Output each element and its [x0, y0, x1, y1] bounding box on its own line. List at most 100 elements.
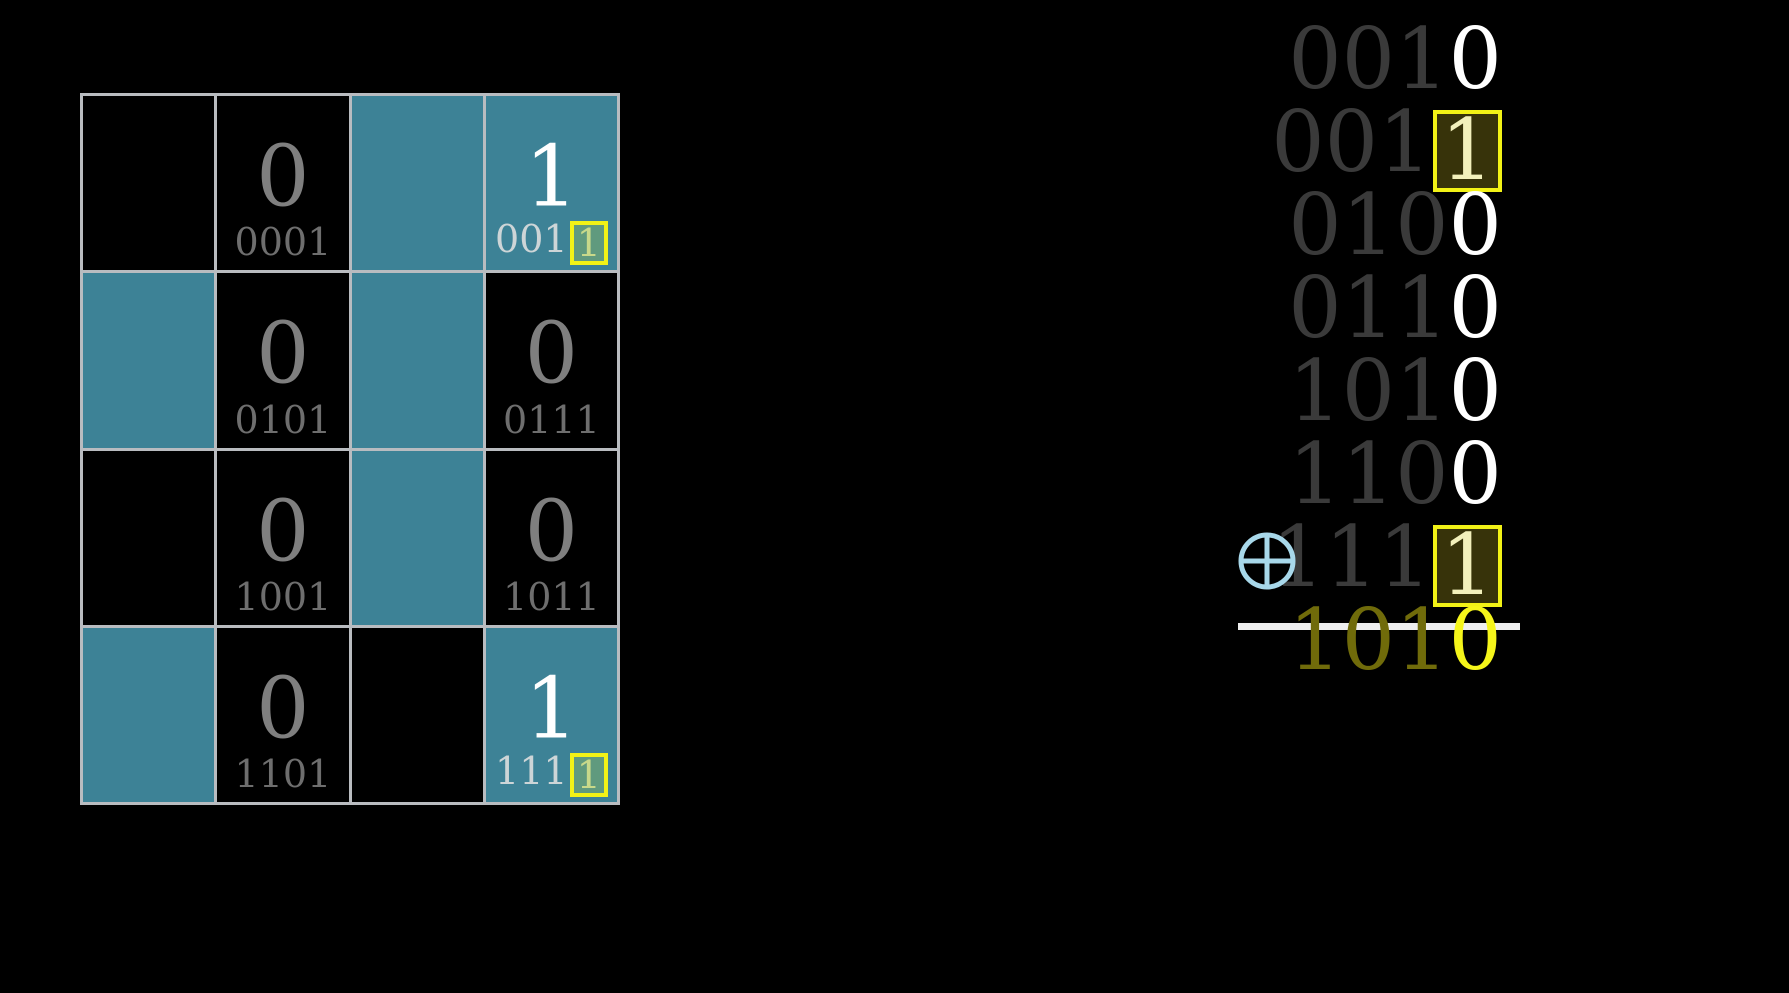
- label-bit: 1: [527, 397, 552, 442]
- grid-cell-label: 0101: [217, 401, 348, 439]
- dim-bit: 0: [1341, 10, 1396, 108]
- label-bit: 0: [527, 574, 552, 619]
- xor-operand-row: 111 1: [1230, 508, 1560, 607]
- grid-cell-value: 1: [524, 127, 579, 226]
- grid-cell: 0 1001: [217, 450, 349, 625]
- grid-cell-value: 0: [256, 304, 310, 403]
- label-bit: 1: [307, 752, 332, 796]
- grid-cell: 1 111 1: [485, 627, 617, 802]
- grid-cell-value: 0: [524, 304, 579, 403]
- label-bit: 1: [543, 217, 568, 262]
- dim-bit: 1: [1395, 342, 1449, 440]
- grid-cell: 0 0101: [217, 273, 349, 448]
- active-bit: 0: [1448, 176, 1502, 274]
- xor-operand-row: 1100: [1230, 425, 1560, 523]
- label-bit: 0: [503, 397, 528, 442]
- xor-operand-row: 001 1: [1230, 93, 1560, 192]
- dim-bit: 0: [1341, 591, 1396, 689]
- label-bit: 1: [575, 574, 600, 619]
- grid-cell-value: 0: [256, 659, 310, 758]
- dim-bit: 1: [1288, 591, 1342, 689]
- label-bit: 1: [503, 574, 528, 619]
- dim-bit: 0: [1288, 259, 1342, 357]
- label-bit: 0: [282, 397, 308, 442]
- grid-cell: [83, 627, 215, 802]
- label-bit: 0: [282, 752, 308, 796]
- label-bit: 1: [307, 574, 332, 619]
- xor-circle-plus-icon: [1236, 530, 1298, 592]
- parity-grid: 0 0001 1 001 1 0 0101 0 0111 0 1001 0 1011 0 1101 1 111 1: [80, 93, 620, 805]
- xor-result-value: 1010: [1230, 591, 1560, 689]
- grid-cell: 0 0001: [217, 96, 349, 271]
- grid-cell-label: 001 1: [486, 217, 617, 266]
- grid-cell: 1 001 1: [485, 96, 617, 271]
- label-bit: 1: [258, 397, 283, 442]
- xor-operand-row: 0110: [1230, 259, 1560, 357]
- grid-cell: 0 0111: [485, 273, 617, 448]
- grid-cell-value: 0: [524, 481, 579, 580]
- highlighted-bit: 1: [1432, 108, 1502, 192]
- active-bit: 0: [1448, 10, 1502, 108]
- label-bit: 1: [307, 220, 332, 265]
- grid-cell-label: 1011: [486, 578, 617, 616]
- label-bit: 0: [519, 217, 544, 262]
- grid-cell: [83, 96, 215, 271]
- dim-bit: 1: [1378, 93, 1432, 191]
- active-bit: 0: [1448, 591, 1502, 689]
- grid-cell: [83, 273, 215, 448]
- dim-bit: 1: [1395, 259, 1449, 357]
- label-bit: 0: [234, 220, 259, 265]
- grid-cell-label: 1001: [217, 578, 348, 616]
- active-bit: 0: [1448, 342, 1502, 440]
- grid-cell: [351, 450, 483, 625]
- xor-operand-row: 1010: [1230, 342, 1560, 440]
- dim-bit: 1: [1341, 176, 1396, 274]
- label-bit: 0: [258, 574, 283, 619]
- dim-bit: 0: [1271, 93, 1325, 191]
- dim-bit: 1: [1395, 591, 1449, 689]
- dim-bit: 0: [1395, 176, 1449, 274]
- dim-bit: 0: [1341, 342, 1396, 440]
- label-bit: 1: [519, 748, 544, 793]
- grid-cell: [83, 450, 215, 625]
- grid-cell: [351, 627, 483, 802]
- dim-bit: 1: [1288, 425, 1342, 523]
- label-bit: 1: [543, 748, 568, 793]
- dim-bit: 0: [1288, 10, 1342, 108]
- label-bit: 0: [282, 574, 308, 619]
- dim-bit: 1: [1378, 508, 1432, 606]
- grid-cell-label: 0001: [217, 223, 348, 261]
- dim-bit: 1: [1395, 10, 1449, 108]
- active-bit: 0: [1448, 259, 1502, 357]
- xor-result-row: 1010: [1230, 591, 1560, 689]
- grid-cell: [351, 96, 483, 271]
- highlighted-bit: 1: [569, 752, 608, 797]
- highlighted-bit: 1: [1432, 523, 1502, 607]
- grid-cell: 0 1101: [217, 627, 349, 802]
- dim-bit: 1: [1288, 342, 1342, 440]
- xor-operand-row: 0100: [1230, 176, 1560, 274]
- grid-cell: [351, 273, 483, 448]
- grid-cell-label: 0111: [486, 401, 617, 439]
- dim-bit: 0: [1395, 425, 1449, 523]
- xor-divider-rule: [1238, 623, 1520, 630]
- label-bit: 0: [495, 217, 520, 262]
- label-bit: 1: [234, 752, 259, 796]
- xor-operand-row: 0010: [1230, 10, 1560, 108]
- dim-bit: 1: [1324, 508, 1379, 606]
- label-bit: 1: [551, 397, 576, 442]
- grid-cell-label: 1101: [217, 755, 348, 793]
- label-bit: 1: [258, 752, 283, 796]
- label-bit: 0: [234, 397, 259, 442]
- active-bit: 0: [1448, 425, 1502, 523]
- dim-bit: 0: [1324, 93, 1379, 191]
- label-bit: 0: [282, 220, 308, 265]
- dim-bit: 1: [1341, 259, 1396, 357]
- label-bit: 1: [551, 574, 576, 619]
- dim-bit: 0: [1288, 176, 1342, 274]
- label-bit: 0: [258, 220, 283, 265]
- grid-cell-label: 111 1: [486, 748, 617, 797]
- xor-computation-panel: 0010 001 1 0100 0110 1010 1100 111 1 1010: [1230, 10, 1560, 758]
- xor-operand-list: 0010 001 1 0100 0110 1010 1100 111 1: [1230, 10, 1560, 607]
- label-bit: 1: [575, 397, 600, 442]
